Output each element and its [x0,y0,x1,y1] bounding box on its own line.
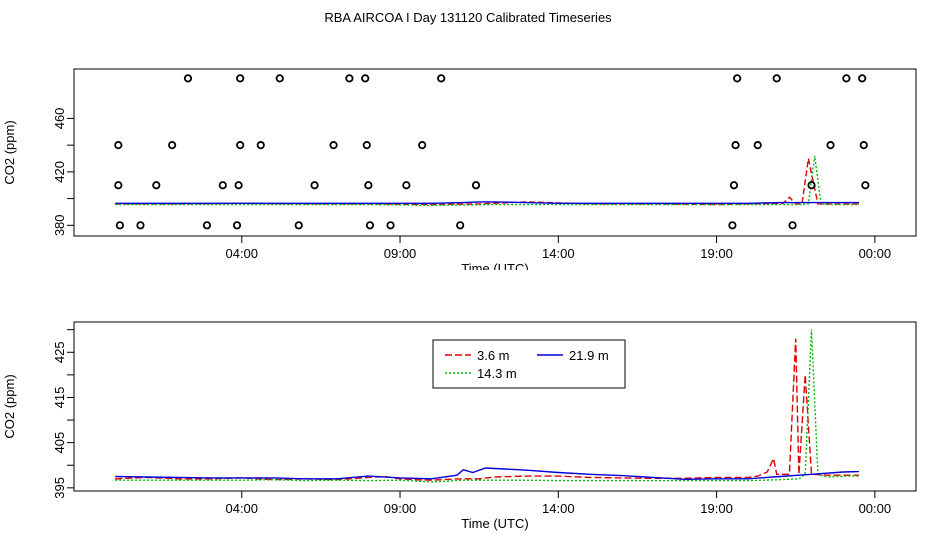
x-tick-label: 14:00 [542,501,575,516]
data-point [826,141,835,150]
data-point [729,181,739,190]
plot-frame [73,68,917,237]
data-point [842,74,851,83]
x-tick-label: 19:00 [700,501,733,516]
data-point [731,141,740,150]
x-tick-label: 00:00 [859,246,892,261]
x-axis-label: Time (UTC) [461,516,528,531]
x-tick-label: 04:00 [225,246,258,261]
data-point [310,181,319,190]
data-point [236,74,245,83]
chart-bottom: 04:00 09:00 14:00 19:00 00:00 395 405 415 425 Tim… [2,321,917,531]
data-point [788,221,797,230]
data-point [232,221,242,230]
data-point [202,221,212,230]
x-tick-label: 14:00 [542,246,575,261]
x-tick-label: 19:00 [700,246,733,261]
data-point [753,141,762,150]
chart-top: 04:00 09:00 14:00 19:00 00:00 380 420 460 Time (… [2,68,917,270]
legend-label: 3.6 m [477,348,510,363]
y-tick-label: 420 [52,161,67,183]
data-point [168,141,177,150]
y-axis-label: CO2 (ppm) [2,374,17,438]
data-point [402,181,411,190]
y-axis-label: CO2 (ppm) [2,120,17,184]
data-point [861,181,870,190]
data-point [364,181,373,190]
x-tick-label: 00:00 [859,501,892,516]
data-point [345,74,354,83]
data-point [728,221,737,230]
data-point [236,141,245,150]
series-line-14-3-m [115,329,859,483]
data-point [772,74,781,83]
data-point [329,141,338,150]
data-point [471,181,481,190]
data-point [136,221,145,230]
data-point [294,221,303,230]
data-point [437,74,446,83]
legend-label: 21.9 m [569,348,609,363]
x-tick-label: 04:00 [225,501,258,516]
series-line-14-3-m [115,155,859,207]
x-tick-label: 09:00 [384,246,417,261]
data-point [386,221,395,230]
legend-label: 14.3 m [477,366,517,381]
y-tick-label: 380 [52,214,67,236]
data-point [275,74,284,83]
data-point [859,141,868,150]
data-point [733,74,742,83]
data-point [418,141,427,150]
data-point [183,74,193,83]
y-tick-label: 460 [52,108,67,130]
legend-box [432,339,626,389]
data-point [807,181,816,190]
data-point [114,181,123,190]
x-axis-label: Time (UTC) [461,261,528,270]
data-point [858,74,867,83]
y-tick-label: 415 [52,387,67,409]
data-point [256,141,265,150]
data-point [456,221,465,230]
data-point [152,181,161,190]
y-tick-label: 395 [52,477,67,499]
y-tick-label: 405 [52,432,67,454]
series-line-21-9-m [115,201,859,205]
x-tick-label: 09:00 [384,501,417,516]
data-point [218,181,227,190]
data-point [234,181,243,190]
data-point [361,74,370,83]
data-point [115,221,124,230]
chart-title: RBA AIRCOA I Day 131120 Calibrated Times… [324,10,612,25]
data-point [362,141,371,150]
series-line-21-9-m [115,467,860,481]
data-point [365,221,375,230]
series-line-3-6-m [115,158,859,206]
y-tick-label: 425 [52,341,67,363]
plot-frame [73,321,917,492]
data-point [114,141,123,150]
